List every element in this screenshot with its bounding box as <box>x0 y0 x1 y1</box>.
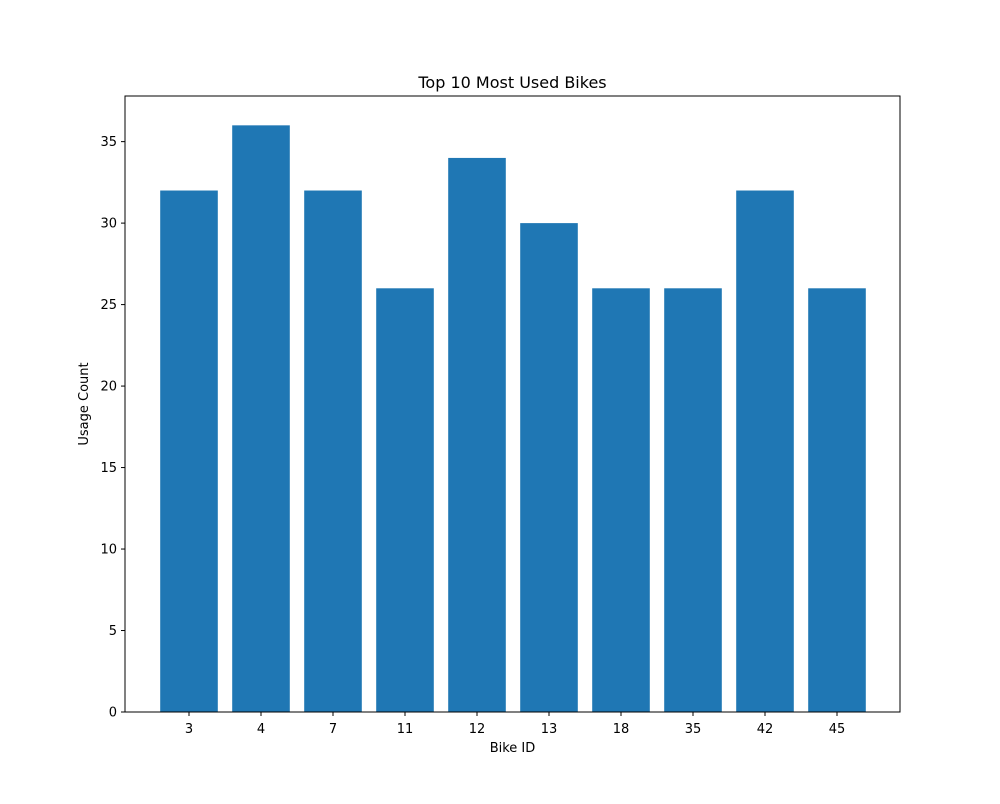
bar-3 <box>160 190 218 712</box>
y-tick-label: 20 <box>100 380 117 395</box>
y-tick-label: 15 <box>100 461 117 476</box>
bar-4 <box>232 125 290 713</box>
x-tick-label: 18 <box>613 722 630 737</box>
y-tick-label: 5 <box>109 624 117 639</box>
y-tick-label: 35 <box>100 135 117 150</box>
bar-13 <box>520 223 578 712</box>
bar-42 <box>736 190 794 712</box>
y-tick-label: 25 <box>100 298 117 313</box>
bar-12 <box>448 157 506 713</box>
bar-45 <box>808 288 866 712</box>
y-axis-ticks: 0 5 10 15 20 25 30 35 <box>100 135 125 721</box>
y-tick-label: 30 <box>100 217 117 232</box>
x-tick-label: 42 <box>757 722 774 737</box>
y-tick-label: 10 <box>100 543 117 558</box>
bar-7 <box>304 190 362 712</box>
x-tick-label: 11 <box>397 722 414 737</box>
bars-group <box>160 125 866 713</box>
x-tick-label: 12 <box>469 722 486 737</box>
y-tick-label: 0 <box>109 706 117 721</box>
bar-18 <box>592 288 650 712</box>
chart-title: Top 10 Most Used Bikes <box>417 73 606 92</box>
plot-frame <box>124 95 901 713</box>
x-tick-label: 35 <box>685 722 702 737</box>
x-axis-label: Bike ID <box>490 741 536 756</box>
x-tick-label: 45 <box>829 722 846 737</box>
x-axis-ticks: 3 4 7 11 12 13 18 35 42 45 <box>185 712 845 737</box>
x-tick-label: 3 <box>185 722 193 737</box>
x-tick-label: 13 <box>541 722 558 737</box>
x-tick-label: 4 <box>257 722 265 737</box>
bar-11 <box>376 288 434 712</box>
x-tick-label: 7 <box>329 722 337 737</box>
y-axis-label: Usage Count <box>77 362 92 445</box>
bar-35 <box>664 288 722 712</box>
